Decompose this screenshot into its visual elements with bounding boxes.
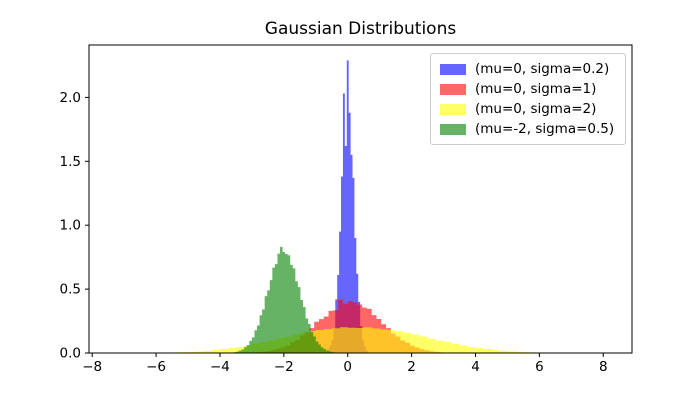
legend-label: (mu=0, sigma=1) bbox=[475, 81, 597, 97]
legend-label: (mu=0, sigma=0.2) bbox=[475, 61, 610, 77]
series-bars-2 bbox=[140, 327, 564, 353]
legend-item: (mu=0, sigma=0.2) bbox=[440, 59, 617, 79]
legend-swatch-green bbox=[440, 123, 466, 135]
legend-label: (mu=-2, sigma=0.5) bbox=[475, 121, 615, 137]
y-tick-label: 2.0 bbox=[60, 90, 81, 106]
x-tick-label: −4 bbox=[210, 359, 230, 375]
legend-swatch-blue bbox=[440, 63, 466, 75]
series-bars-0 bbox=[327, 60, 368, 354]
legend-label: (mu=0, sigma=2) bbox=[475, 101, 597, 117]
legend: (mu=0, sigma=0.2) (mu=0, sigma=1) (mu=0,… bbox=[430, 53, 626, 145]
legend-item: (mu=0, sigma=1) bbox=[440, 79, 617, 99]
chart-title: Gaussian Distributions bbox=[264, 19, 457, 39]
x-tick-label: 4 bbox=[471, 359, 480, 375]
x-tick-label: −6 bbox=[146, 359, 166, 375]
histogram-path bbox=[234, 246, 337, 353]
histogram-path bbox=[327, 60, 368, 354]
histogram-path bbox=[237, 299, 458, 353]
axes-spines bbox=[88, 44, 633, 354]
y-tick-label: 1.0 bbox=[60, 218, 81, 234]
histogram-path bbox=[140, 327, 564, 353]
series-bars-3 bbox=[234, 246, 337, 353]
x-tick-label: 0 bbox=[343, 359, 352, 375]
y-tick-label: 0.0 bbox=[60, 346, 81, 362]
legend-item: (mu=-2, sigma=0.5) bbox=[440, 119, 617, 139]
x-tick-label: 2 bbox=[407, 359, 416, 375]
legend-swatch-red bbox=[440, 83, 466, 95]
x-tick-label: 8 bbox=[599, 359, 608, 375]
y-tick-label: 0.5 bbox=[60, 282, 81, 298]
y-tick-label: 1.5 bbox=[60, 154, 81, 170]
series-bars-1 bbox=[237, 299, 458, 353]
x-tick-label: −2 bbox=[274, 359, 294, 375]
legend-swatch-yellow bbox=[440, 103, 466, 115]
x-tick-label: −8 bbox=[82, 359, 102, 375]
x-tick-label: 6 bbox=[535, 359, 544, 375]
legend-item: (mu=0, sigma=2) bbox=[440, 99, 617, 119]
